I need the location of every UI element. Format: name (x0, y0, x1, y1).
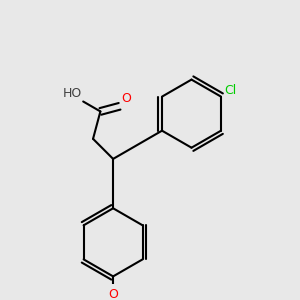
Text: HO: HO (62, 87, 82, 100)
Text: Cl: Cl (225, 84, 237, 98)
Text: O: O (108, 288, 118, 300)
Text: O: O (121, 92, 131, 105)
